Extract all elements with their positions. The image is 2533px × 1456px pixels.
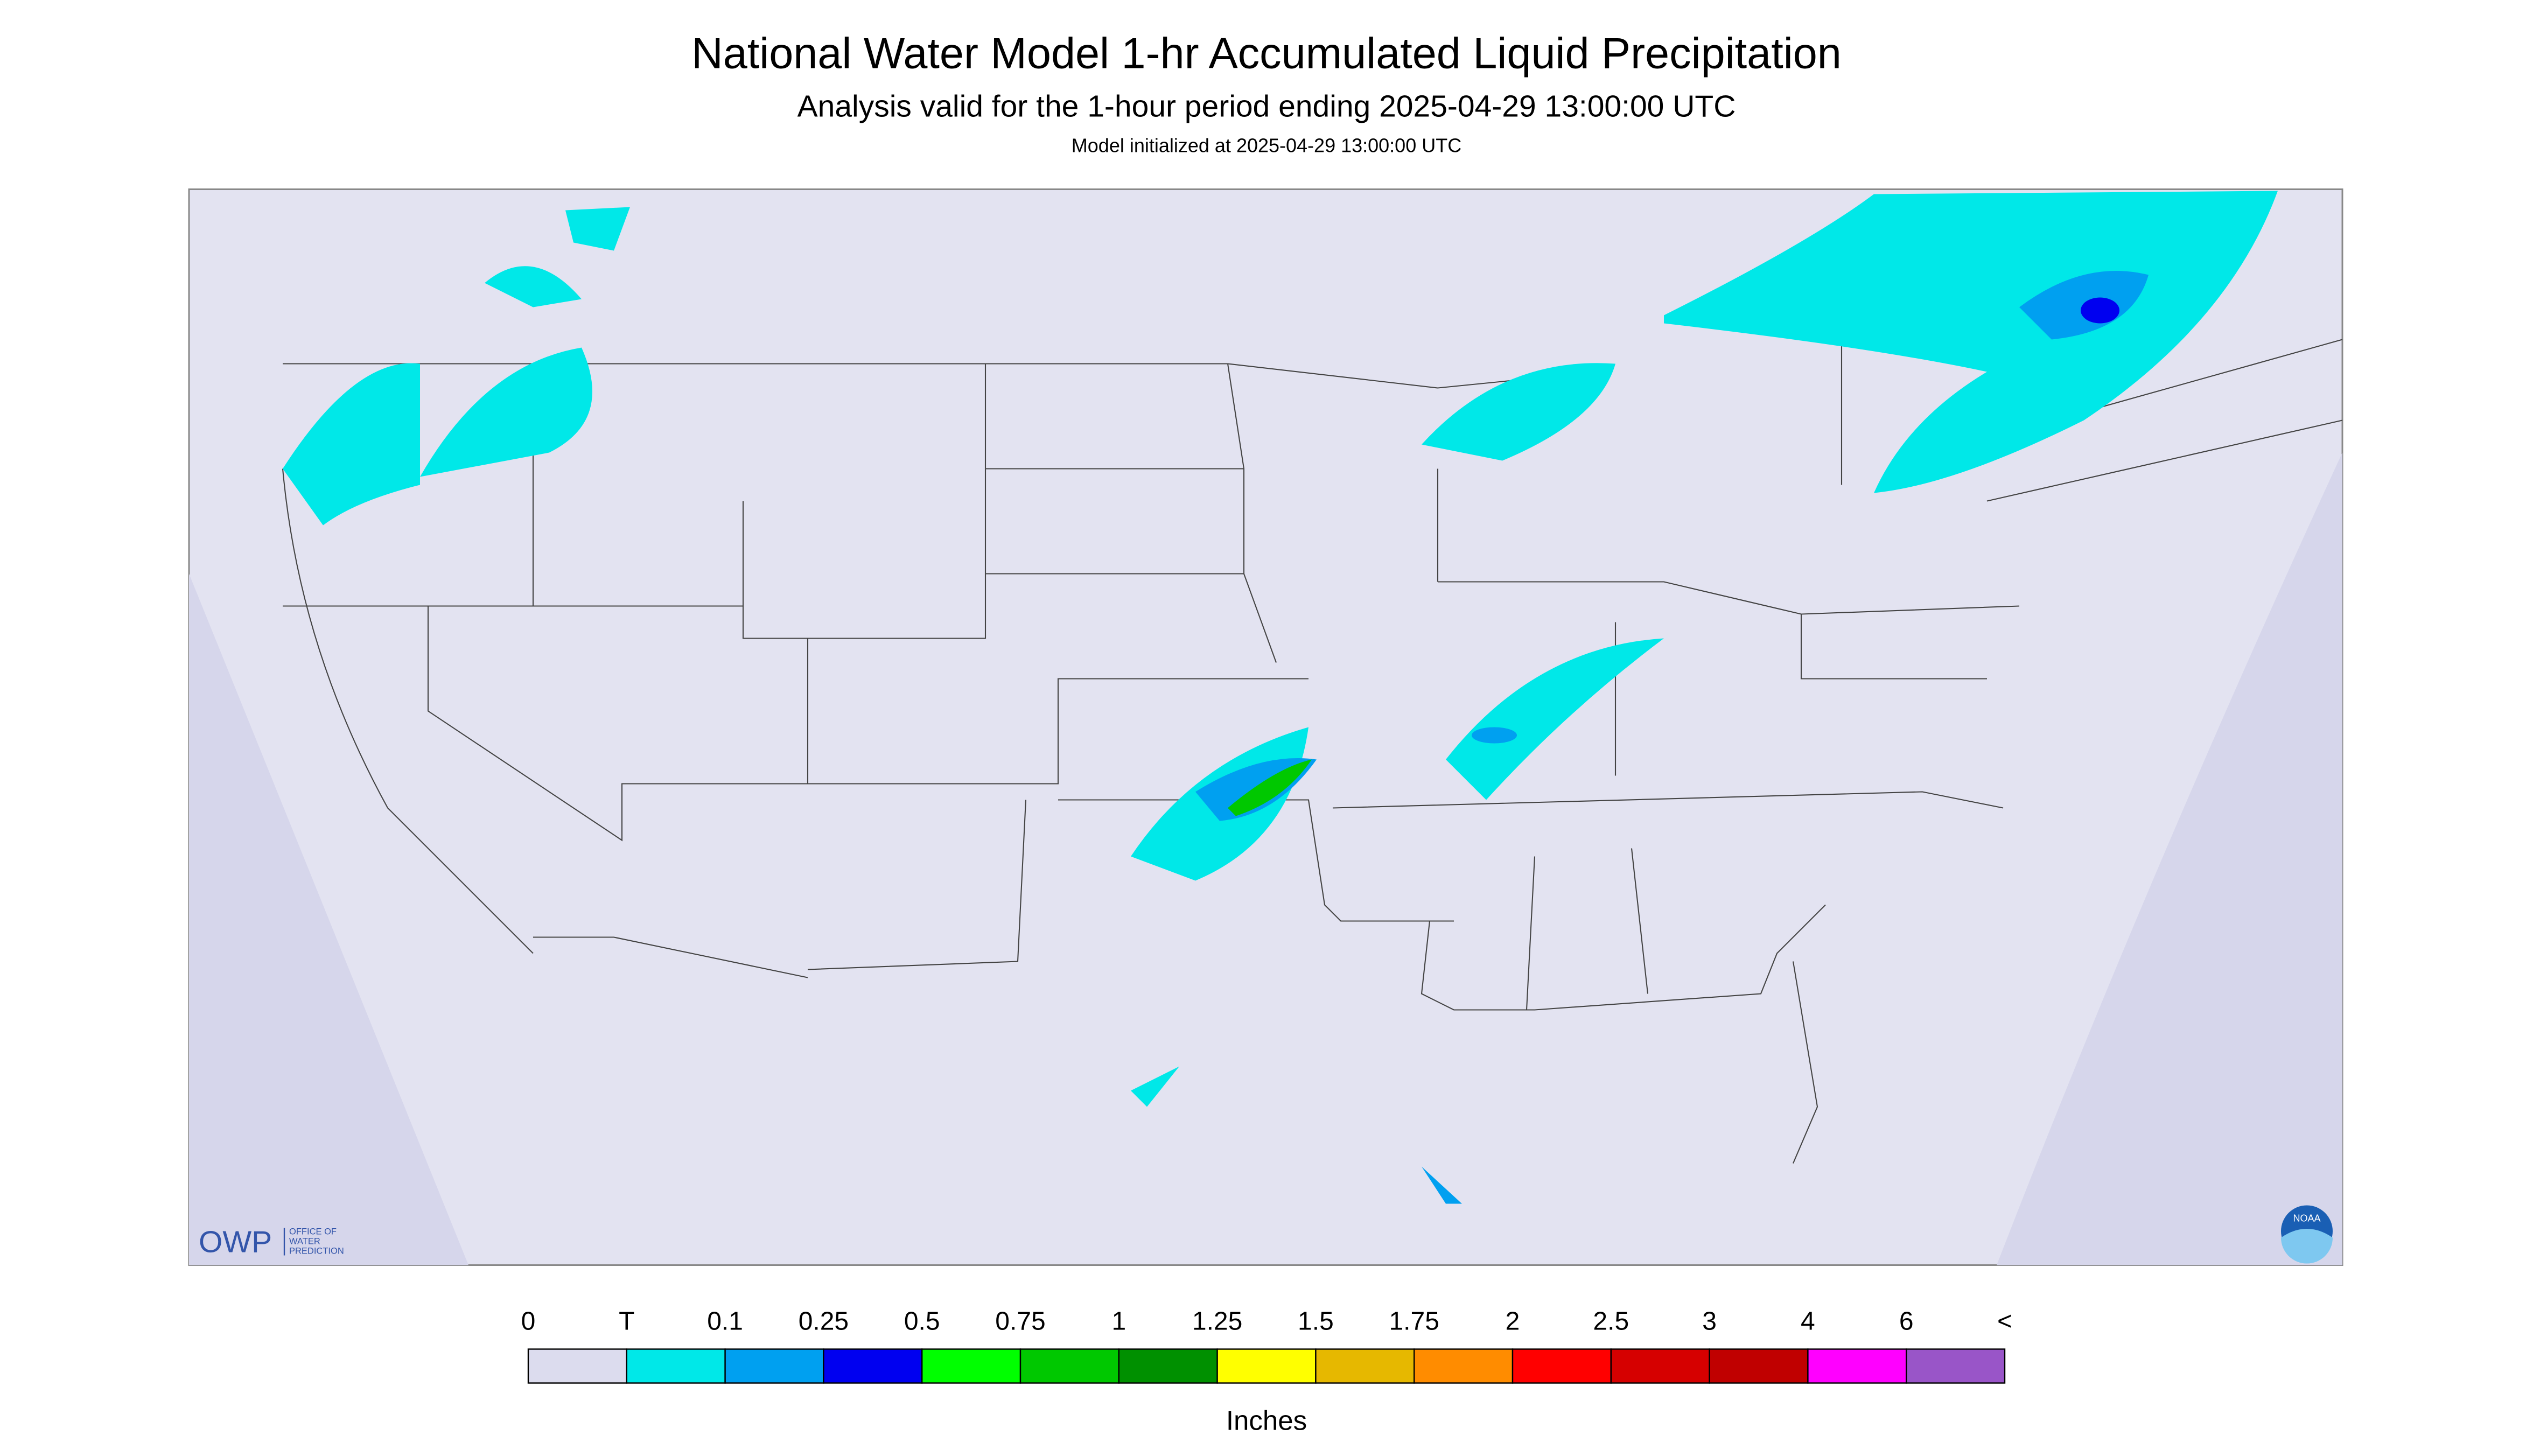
noaa-logo: NOAA	[2281, 1205, 2333, 1264]
colorbar-label: 4	[1801, 1307, 1815, 1336]
off-grid-left	[189, 573, 468, 1265]
off-grid-right	[1997, 452, 2342, 1265]
map: OWP OFFICE OF WATER PREDICTION NOAA	[188, 188, 2343, 1266]
owp-logo: OWP OFFICE OF WATER PREDICTION	[199, 1225, 344, 1259]
owp-logo-line: OFFICE OF	[289, 1227, 337, 1237]
colorbar-swatch	[1019, 1348, 1120, 1384]
colorbar-label: 1.75	[1389, 1307, 1439, 1336]
colorbar-label: 3	[1702, 1307, 1717, 1336]
owp-logo-line: PREDICTION	[289, 1247, 344, 1256]
colorbar-swatch	[921, 1348, 1021, 1384]
colorbar-label: <	[1997, 1307, 2012, 1336]
colorbar-unit: Inches	[1226, 1405, 1307, 1436]
colorbar-label: 1.25	[1192, 1307, 1242, 1336]
colorbar-swatch	[1709, 1348, 1809, 1384]
owp-logo-text: OWP	[199, 1225, 272, 1259]
colorbar-swatch	[1414, 1348, 1514, 1384]
colorbar-label: 0	[521, 1307, 536, 1336]
colorbar-swatch	[1905, 1348, 2006, 1384]
colorbar-label: 2.5	[1593, 1307, 1629, 1336]
colorbar-swatch	[823, 1348, 923, 1384]
colorbar-label: T	[619, 1307, 634, 1336]
colorbar-label: 0.5	[904, 1307, 940, 1336]
colorbar-swatch	[1512, 1348, 1612, 1384]
colorbar-label: 0.1	[707, 1307, 743, 1336]
subtitle: Analysis valid for the 1-hour period end…	[797, 89, 1736, 124]
title: National Water Model 1-hr Accumulated Li…	[691, 30, 1842, 78]
init-note: Model initialized at 2025-04-29 13:00:00…	[1072, 135, 1461, 157]
colorbar-swatch	[527, 1348, 628, 1384]
colorbar-swatch	[1610, 1348, 1710, 1384]
owp-logo-line: WATER	[289, 1237, 320, 1247]
colorbar-label: 1.5	[1298, 1307, 1334, 1336]
colorbar-label: 0.25	[799, 1307, 849, 1336]
colorbar-swatch	[626, 1348, 726, 1384]
colorbar-swatch	[1216, 1348, 1317, 1384]
colorbar: 0 T 0.1 0.25 0.5 0.75 1 1.25 1.5 1.75 2 2.5 3 4 6 <	[521, 1307, 2012, 1384]
colorbar-swatch	[1315, 1348, 1415, 1384]
precip-areas	[283, 191, 2278, 1204]
colorbar-swatch	[1807, 1348, 1907, 1384]
colorbar-label: 6	[1899, 1307, 1914, 1336]
noaa-logo-text: NOAA	[2293, 1213, 2320, 1224]
colorbar-label: 1	[1111, 1307, 1126, 1336]
colorbar-label: 0.75	[995, 1307, 1045, 1336]
colorbar-swatch	[724, 1348, 824, 1384]
colorbar-label: 2	[1506, 1307, 1520, 1336]
colorbar-swatch	[1118, 1348, 1218, 1384]
